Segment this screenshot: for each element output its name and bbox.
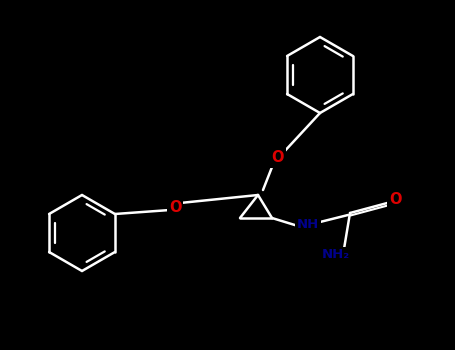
Text: O: O [169,199,181,215]
Text: O: O [389,193,401,208]
Text: O: O [272,150,284,166]
Text: NH: NH [297,217,319,231]
Text: NH₂: NH₂ [322,248,350,261]
